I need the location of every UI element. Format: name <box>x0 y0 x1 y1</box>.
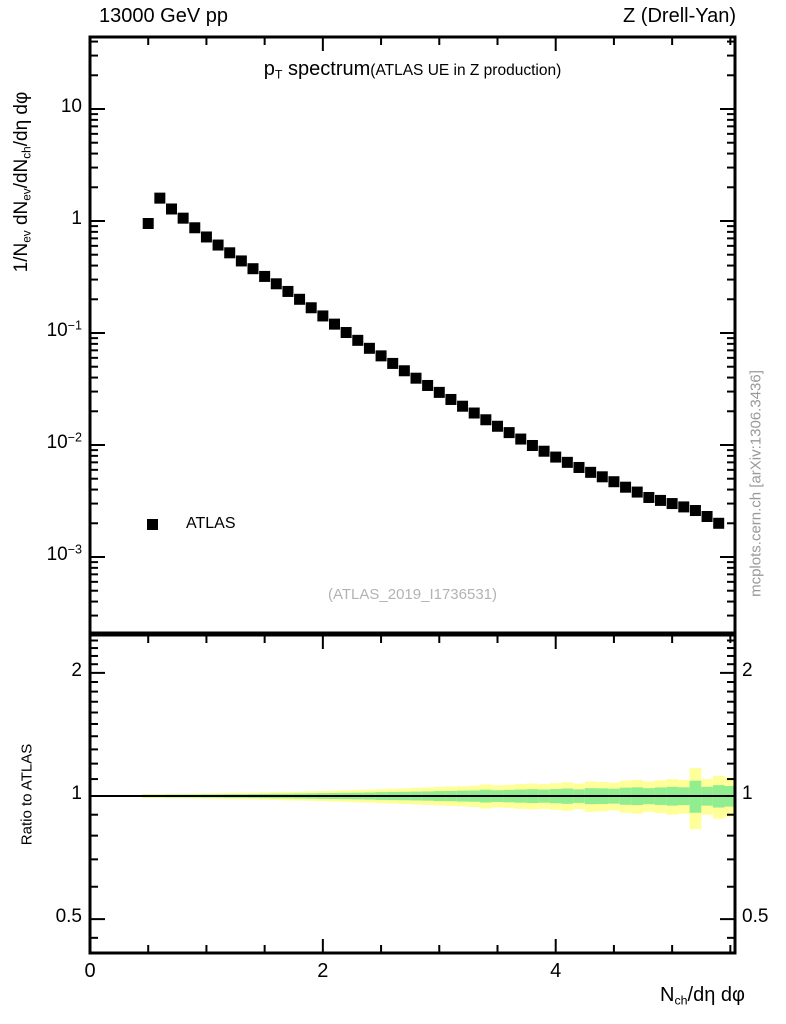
ratio-y-tick-label-left: 0.5 <box>55 906 82 928</box>
data-point <box>491 420 503 432</box>
data-point <box>235 255 247 267</box>
data-point <box>142 217 154 229</box>
data-point <box>503 427 515 439</box>
x-tick-label: 4 <box>550 960 562 982</box>
analysis-watermark: (ATLAS_2019_I1736531) <box>327 586 497 603</box>
data-point <box>678 501 690 513</box>
x-tick-label: 2 <box>317 960 329 982</box>
plot-title-row: pT spectrum(ATLAS UE in Z production) <box>90 58 735 81</box>
data-point <box>713 517 725 529</box>
data-point <box>654 494 666 506</box>
top-y-tick-label: 1 <box>71 208 82 229</box>
data-point <box>200 231 212 243</box>
data-point <box>270 278 282 290</box>
data-point <box>398 365 410 377</box>
data-point <box>515 433 527 445</box>
top-y-tick-label: 10−1 <box>46 318 82 341</box>
data-point <box>526 439 538 451</box>
data-point <box>422 379 434 391</box>
legend-marker <box>147 519 158 530</box>
data-point <box>620 481 632 493</box>
data-series-ATLAS <box>142 192 725 529</box>
top-y-tick-label: 10−3 <box>46 542 82 565</box>
beam-energy-label: 13000 GeV pp <box>99 5 228 27</box>
x-axis-label: Nch/dη dφ <box>660 984 745 1008</box>
data-point <box>247 263 259 275</box>
plot-title: pT spectrum <box>263 58 371 82</box>
data-point <box>445 393 457 405</box>
data-point <box>689 505 701 517</box>
data-point <box>480 414 492 426</box>
data-point <box>352 334 364 346</box>
data-point <box>294 293 306 305</box>
data-point <box>305 302 317 314</box>
data-point <box>387 357 399 369</box>
data-point <box>259 270 271 282</box>
data-point <box>468 407 480 419</box>
data-point <box>608 476 620 488</box>
data-point <box>538 445 550 457</box>
ratio-band <box>142 768 735 830</box>
data-point <box>154 192 166 204</box>
top-y-tick-label: 10 <box>60 96 82 117</box>
data-point <box>631 486 643 498</box>
ratio-y-tick-label-right: 1 <box>742 783 753 804</box>
data-point <box>224 247 236 259</box>
data-point <box>177 212 189 224</box>
ratio-y-tick-label-left: 1 <box>71 783 82 804</box>
data-point <box>666 498 678 510</box>
data-point <box>561 456 573 468</box>
data-point <box>165 203 177 215</box>
data-point <box>317 310 329 322</box>
top-y-tick-label: 10−2 <box>46 430 82 453</box>
x-tick-label: 0 <box>84 960 96 982</box>
ratio-y-tick-label-right: 2 <box>742 659 753 681</box>
process-label: Z (Drell-Yan) <box>623 5 736 27</box>
plot-subtitle: (ATLAS UE in Z production) <box>370 62 562 79</box>
data-point <box>410 372 422 384</box>
ratio-y-tick-label-left: 2 <box>71 659 82 681</box>
data-point <box>585 466 597 478</box>
data-point <box>363 342 375 354</box>
data-point <box>596 471 608 483</box>
legend-label: ATLAS <box>186 515 236 532</box>
mcplots-credit: mcplots.cern.ch [arXiv:1306.3436] <box>747 370 765 597</box>
data-point <box>457 400 469 412</box>
data-point <box>573 461 585 473</box>
data-point <box>433 386 445 398</box>
data-point <box>643 491 655 503</box>
data-point <box>701 510 713 522</box>
panel-frame <box>88 35 737 635</box>
data-point <box>212 239 224 251</box>
data-point <box>375 350 387 362</box>
top-y-axis-label: 1/Nev dNev/dNch/dη dφ <box>11 91 34 273</box>
panel-frame <box>88 633 737 955</box>
data-point <box>282 285 294 297</box>
data-point <box>328 318 340 330</box>
ratio-y-tick-label-right: 0.5 <box>742 906 769 928</box>
data-point <box>189 222 201 234</box>
data-point <box>550 451 562 463</box>
data-point <box>340 327 352 339</box>
